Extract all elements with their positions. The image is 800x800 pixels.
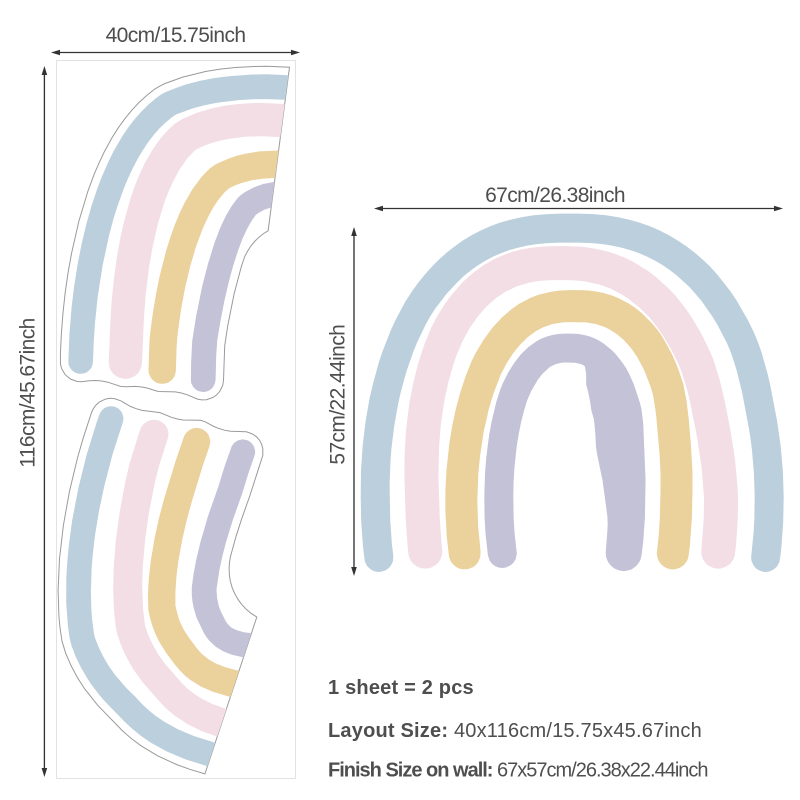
svg-text:Layout Size: 40x116cm/15.75x45: Layout Size: 40x116cm/15.75x45.67inch bbox=[328, 720, 702, 742]
svg-text:67cm/26.38inch: 67cm/26.38inch bbox=[485, 184, 625, 207]
svg-text:57cm/22.44inch: 57cm/22.44inch bbox=[327, 325, 350, 465]
svg-text:Finish Size on wall: 67x57cm/2: Finish Size on wall: 67x57cm/26.38x22.44… bbox=[328, 760, 708, 782]
svg-text:116cm/45.67inch: 116cm/45.67inch bbox=[17, 318, 40, 467]
svg-text:40cm/15.75inch: 40cm/15.75inch bbox=[106, 24, 246, 47]
svg-text:1 sheet = 2 pcs: 1 sheet = 2 pcs bbox=[328, 677, 474, 699]
